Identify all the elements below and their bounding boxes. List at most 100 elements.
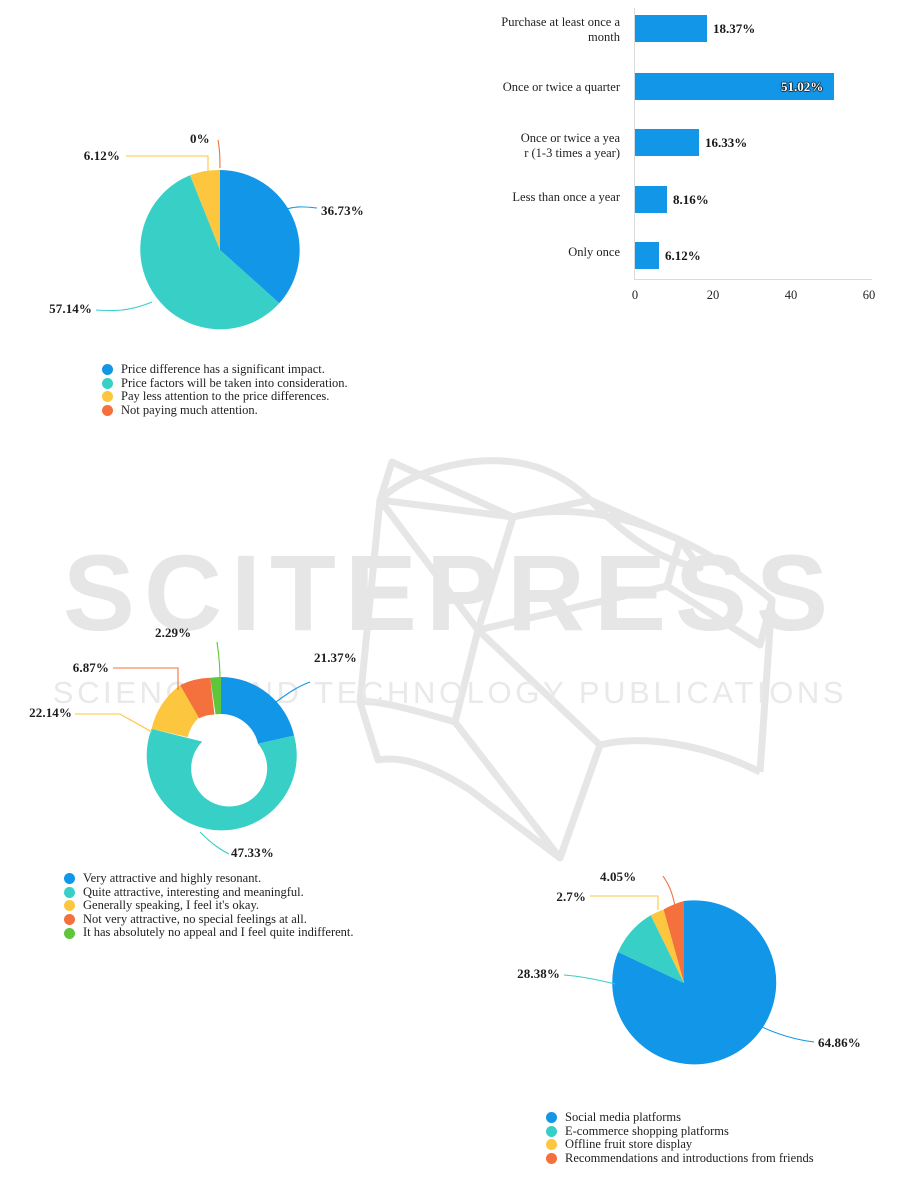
legend-label: Very attractive and highly resonant. bbox=[83, 871, 262, 885]
bar-category-label: Less than once a year bbox=[470, 190, 620, 205]
bar-xtick-20: 20 bbox=[706, 288, 720, 302]
donut1-legend: Very attractive and highly resonant. Qui… bbox=[64, 871, 354, 940]
attractiveness-donut-chart: 21.37% 47.33% 22.14% 6.87% 2.29% Very at… bbox=[0, 600, 470, 960]
pie2-slice-orange bbox=[663, 901, 684, 983]
pie2-graphic bbox=[602, 900, 777, 1065]
pie1-slice-blue bbox=[220, 170, 300, 304]
bar-category-text: Purchase at least once a month bbox=[501, 15, 620, 44]
legend-item[interactable]: Offline fruit store display bbox=[546, 1138, 814, 1152]
legend-swatch-green-icon bbox=[64, 927, 75, 939]
bar-category-label: Once or twice a yea r (1-3 times a year) bbox=[470, 131, 620, 161]
pie2-legend: Social media platforms E-commerce shoppi… bbox=[546, 1110, 814, 1166]
pie2-label-teal: 28.38% bbox=[517, 966, 560, 981]
donut1-slice-blue bbox=[221, 677, 295, 744]
legend-swatch-teal-icon bbox=[546, 1125, 557, 1137]
donut1-label-green: 2.29% bbox=[155, 625, 192, 640]
bar-category-label: Once or twice a quarter bbox=[470, 80, 620, 95]
legend-swatch-yellow-icon bbox=[546, 1139, 557, 1151]
bar-3[interactable] bbox=[635, 186, 667, 213]
bar-4[interactable] bbox=[635, 242, 659, 269]
legend-label: Price factors will be taken into conside… bbox=[121, 375, 348, 390]
legend-swatch-orange-icon bbox=[102, 405, 113, 417]
legend-item[interactable]: Generally speaking, I feel it's okay. bbox=[64, 899, 354, 913]
pie1-slice-yellow bbox=[190, 169, 220, 250]
legend-label: Generally speaking, I feel it's okay. bbox=[83, 898, 260, 913]
legend-label: Recommendations and introductions from f… bbox=[565, 1150, 814, 1165]
pie1-label-blue: 36.73% bbox=[321, 203, 364, 218]
donut1-label-orange: 6.87% bbox=[72, 660, 109, 675]
legend-item[interactable]: Price difference has a significant impac… bbox=[102, 362, 348, 377]
legend-swatch-yellow-icon bbox=[102, 391, 113, 403]
donut1-graphic bbox=[146, 677, 297, 831]
bar-category-text: Less than once a year bbox=[512, 190, 620, 204]
legend-label: E-commerce shopping platforms bbox=[565, 1123, 729, 1138]
legend-label: Not paying much attention. bbox=[121, 402, 258, 417]
legend-item[interactable]: Not paying much attention. bbox=[102, 402, 348, 418]
pie2-label-orange: 4.05% bbox=[600, 869, 637, 884]
bar-xtick-40: 40 bbox=[784, 288, 798, 302]
pie2-leader-lines bbox=[563, 875, 815, 1043]
legend-item[interactable]: E-commerce shopping platforms bbox=[546, 1123, 814, 1139]
bar-category-text: Once or twice a yea r (1-3 times a year) bbox=[520, 131, 620, 160]
pie2-slice-blue bbox=[612, 900, 777, 1065]
legend-item[interactable]: Very attractive and highly resonant. bbox=[64, 871, 354, 886]
bar-0[interactable] bbox=[635, 15, 707, 42]
legend-item[interactable]: Price factors will be taken into conside… bbox=[102, 375, 348, 391]
bar-category-label: Only once bbox=[470, 245, 620, 260]
legend-item[interactable]: Not very attractive, no special feelings… bbox=[64, 911, 354, 927]
bar-value-0: 18.37% bbox=[713, 21, 756, 36]
pie1-legend: Price difference has a significant impac… bbox=[102, 362, 348, 418]
legend-label: Not very attractive, no special feelings… bbox=[83, 911, 307, 926]
legend-label: Social media platforms bbox=[565, 1110, 681, 1124]
legend-item[interactable]: It has absolutely no appeal and I feel q… bbox=[64, 926, 354, 940]
legend-label: Quite attractive, interesting and meanin… bbox=[83, 884, 304, 899]
legend-item[interactable]: Quite attractive, interesting and meanin… bbox=[64, 884, 354, 900]
pie1-slice-teal bbox=[140, 175, 280, 330]
bar-xtick-60: 60 bbox=[862, 288, 876, 302]
legend-item[interactable]: Recommendations and introductions from f… bbox=[546, 1150, 814, 1166]
legend-swatch-teal-icon bbox=[102, 377, 113, 389]
legend-swatch-blue-icon bbox=[546, 1112, 557, 1124]
pie2-slice-teal bbox=[618, 915, 684, 983]
pie2-label-yellow: 2.7% bbox=[556, 889, 586, 904]
legend-swatch-teal-icon bbox=[64, 886, 75, 898]
pie2-svg bbox=[612, 900, 777, 1065]
bar-y-axis bbox=[634, 8, 636, 280]
pie2-slice-yellow bbox=[650, 909, 684, 983]
donut1-leader-lines bbox=[75, 641, 311, 855]
legend-label: It has absolutely no appeal and I feel q… bbox=[83, 925, 354, 940]
purchase-frequency-bar-chart: Purchase at least once a month Once or t… bbox=[470, 0, 901, 320]
legend-swatch-yellow-icon bbox=[64, 900, 75, 912]
donut1-svg bbox=[146, 677, 297, 831]
bar-category-text: Only once bbox=[568, 245, 620, 259]
legend-item[interactable]: Pay less attention to the price differen… bbox=[102, 390, 348, 404]
bar-value-2: 16.33% bbox=[705, 135, 748, 150]
donut1-slice-orange bbox=[180, 677, 215, 719]
legend-label: Pay less attention to the price differen… bbox=[121, 389, 330, 404]
pie1-leader-lines bbox=[95, 139, 318, 312]
bar-x-axis bbox=[634, 279, 872, 281]
information-channel-pie-chart: 64.86% 28.38% 2.7% 4.05% Social media pl… bbox=[480, 860, 901, 1177]
pie1-graphic bbox=[135, 165, 305, 335]
bar-value-4: 6.12% bbox=[665, 248, 701, 263]
donut1-slice-green bbox=[210, 677, 221, 715]
pie2-label-blue: 64.86% bbox=[818, 1035, 861, 1050]
bar-xtick-0: 0 bbox=[631, 288, 639, 302]
legend-swatch-orange-icon bbox=[64, 914, 75, 926]
pie1-label-orange: 0% bbox=[190, 131, 210, 146]
donut1-label-blue: 21.37% bbox=[314, 650, 357, 665]
donut1-label-teal: 47.33% bbox=[231, 845, 274, 860]
donut1-slice-teal bbox=[146, 728, 297, 831]
bar-category-label: Purchase at least once a month bbox=[470, 15, 620, 45]
pie1-label-yellow: 6.12% bbox=[83, 148, 120, 163]
legend-swatch-orange-icon bbox=[546, 1153, 557, 1165]
bar-1[interactable] bbox=[635, 73, 834, 100]
price-sensitivity-pie-chart: 36.73% 57.14% 6.12% 0% Price difference … bbox=[0, 0, 470, 450]
bar-value-3: 8.16% bbox=[673, 192, 709, 207]
legend-item[interactable]: Social media platforms bbox=[546, 1110, 814, 1125]
bar-2[interactable] bbox=[635, 129, 699, 156]
donut1-label-yellow: 22.14% bbox=[29, 705, 72, 720]
legend-label: Price difference has a significant impac… bbox=[121, 362, 325, 376]
pie1-svg bbox=[140, 169, 300, 330]
bar-category-text: Once or twice a quarter bbox=[502, 80, 620, 94]
